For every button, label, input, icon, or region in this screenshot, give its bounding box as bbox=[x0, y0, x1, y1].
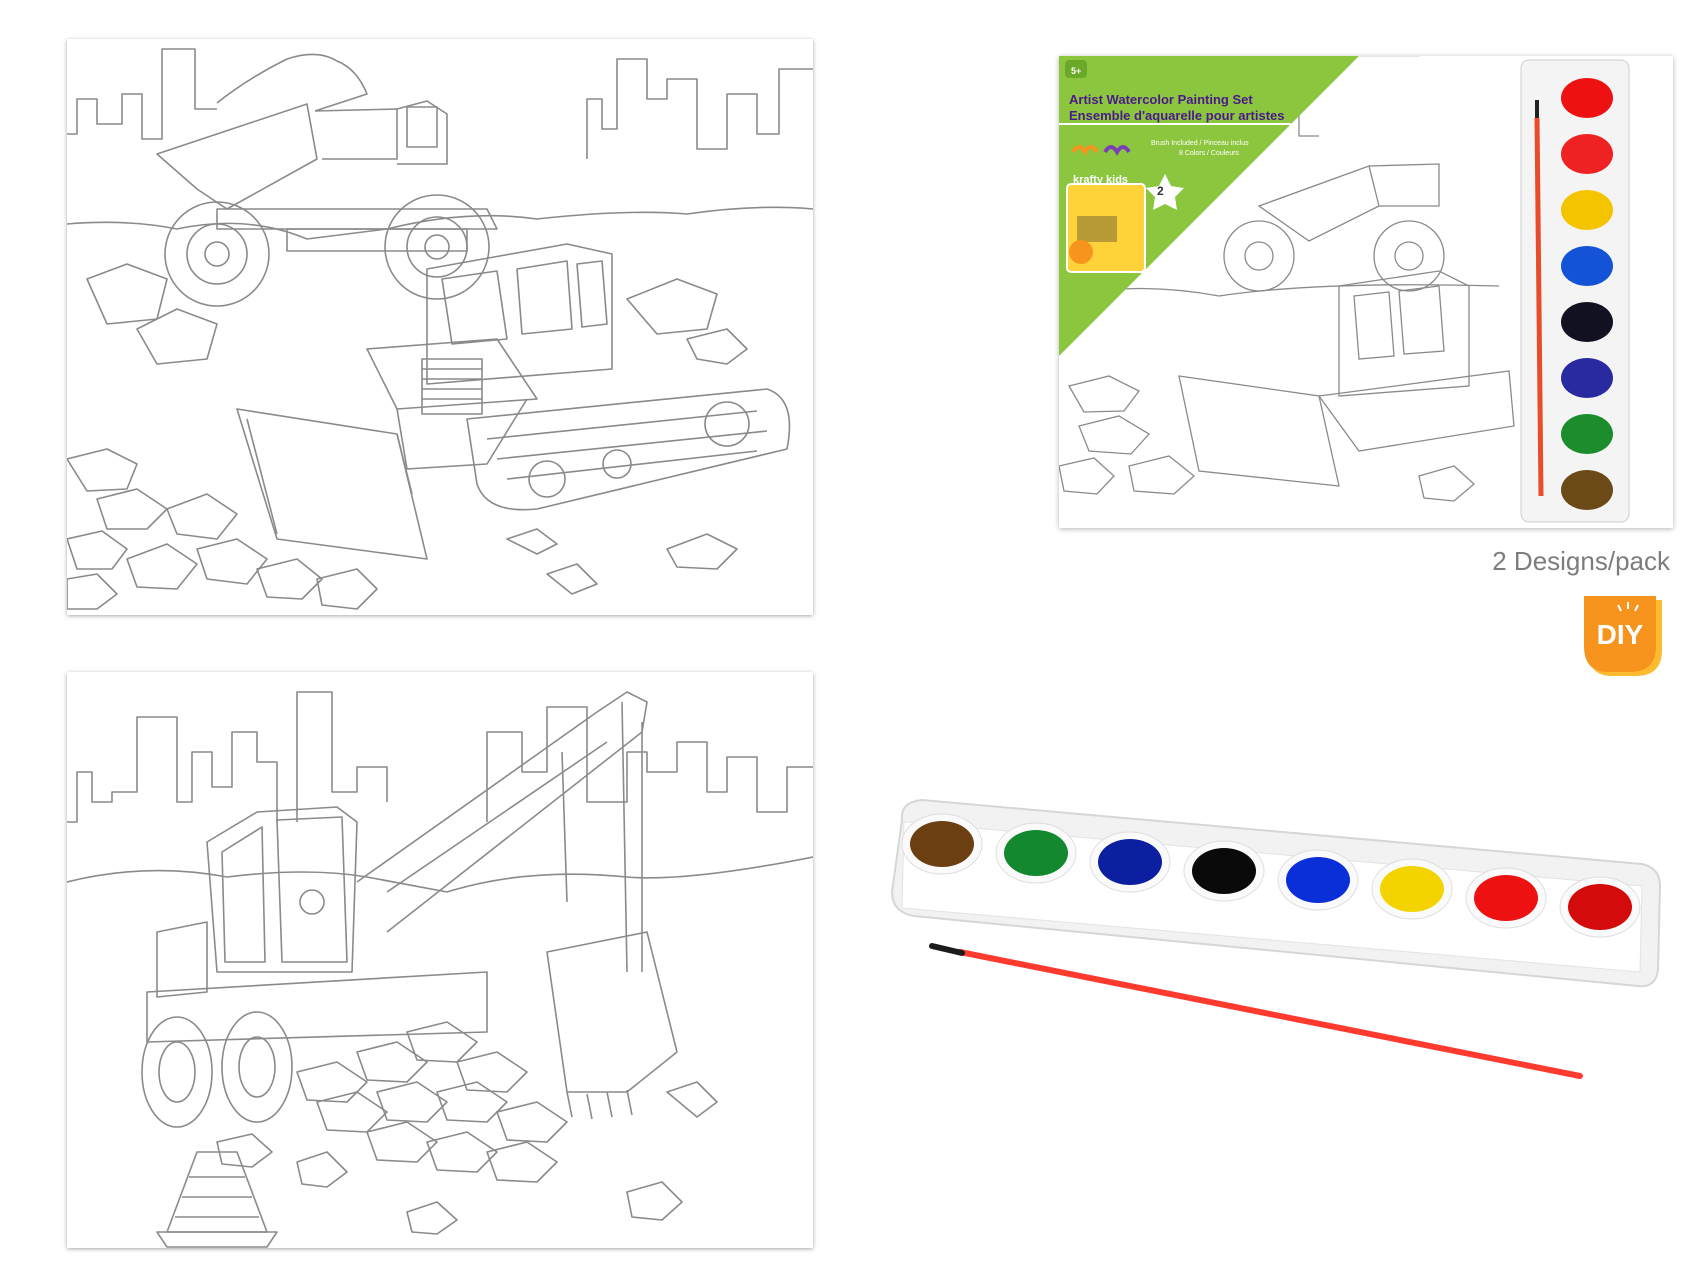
brand-logo-text: krafty kids bbox=[1073, 174, 1129, 186]
paint-cake-red bbox=[1474, 875, 1538, 921]
coloring-sheet-excavator bbox=[67, 672, 813, 1248]
designs-per-pack-note: 2 Designs/pack bbox=[1492, 546, 1670, 576]
paint-cake-red bbox=[1568, 884, 1632, 930]
package-paint-cake bbox=[1561, 134, 1613, 174]
diy-badge: DIY bbox=[1582, 594, 1668, 680]
package-title-en: Artist Watercolor Painting Set bbox=[1069, 92, 1253, 107]
diy-badge-icon: DIY bbox=[1584, 596, 1662, 676]
package-paint-cake bbox=[1561, 78, 1613, 118]
coloring-sheet-bulldozer bbox=[67, 39, 813, 615]
package-paint-cake bbox=[1561, 302, 1613, 342]
paint-cake-blue bbox=[1286, 857, 1350, 903]
paint-cake-yellow bbox=[1380, 866, 1444, 912]
watercolor-tray-with-brush bbox=[862, 782, 1682, 1082]
excavator-line-art bbox=[67, 691, 813, 1248]
watercolor-tray-svg bbox=[890, 798, 1662, 1079]
diy-badge-label: DIY bbox=[1597, 619, 1644, 650]
package-artwork bbox=[1059, 56, 1630, 523]
package-paint-cake bbox=[1561, 414, 1613, 454]
bulldozer-line-art bbox=[67, 48, 813, 610]
package-paint-cake bbox=[1561, 190, 1613, 230]
paint-cake-green bbox=[1004, 830, 1068, 876]
package-title-fr: Ensemble d'aquarelle pour artistes bbox=[1069, 108, 1285, 123]
age-badge: 5+ bbox=[1071, 66, 1082, 76]
brush-bristles bbox=[929, 943, 965, 956]
paint-cake-black bbox=[1192, 848, 1256, 894]
package-paint-cake bbox=[1561, 246, 1613, 286]
product-package: 5+ Artist Watercolor Painting Set Ensemb… bbox=[1059, 56, 1673, 528]
brush-handle bbox=[957, 949, 1583, 1079]
sheets-count-star: 2 bbox=[1157, 184, 1164, 198]
package-paint-cake bbox=[1561, 358, 1613, 398]
package-paint-cake bbox=[1561, 470, 1613, 510]
paint-cake-blue bbox=[1098, 839, 1162, 885]
package-subtitle-brush: Brush Included / Pinceau inclus bbox=[1151, 140, 1249, 147]
package-subtitle-colors: 8 Colors / Couleurs bbox=[1179, 150, 1239, 157]
paint-cake-brown bbox=[910, 821, 974, 867]
